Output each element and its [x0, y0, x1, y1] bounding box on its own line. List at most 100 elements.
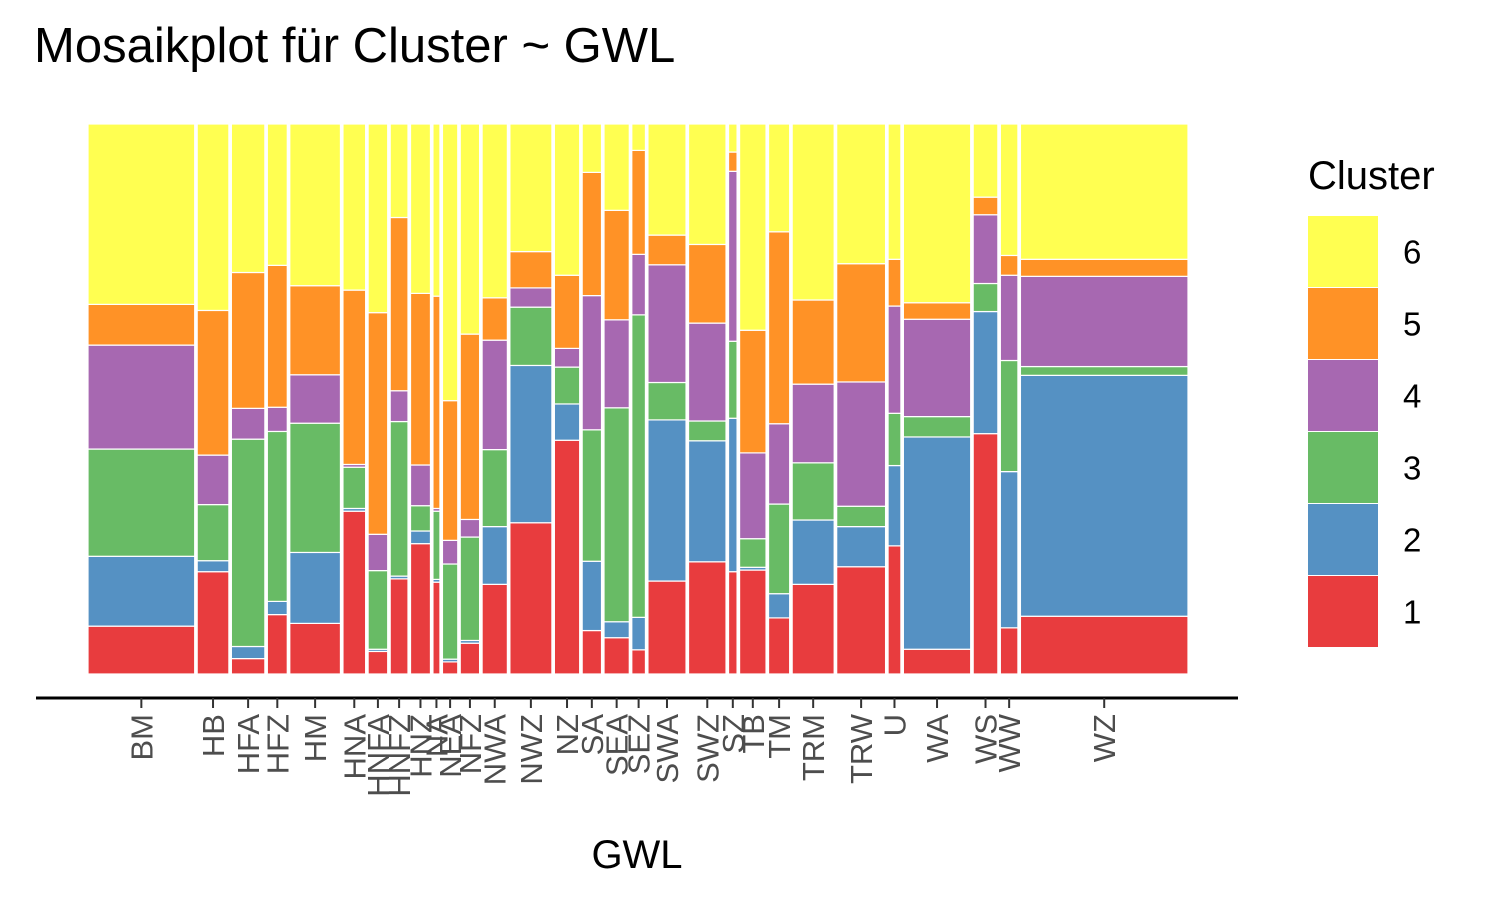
tile-BM-cluster-6	[87, 123, 196, 305]
tile-HFA-cluster-2	[230, 645, 266, 660]
tile-SEA-cluster-6	[603, 123, 630, 211]
tile-TM-cluster-4	[767, 423, 791, 505]
tile-WZ-cluster-3	[1019, 365, 1189, 376]
tile-HB-cluster-4	[196, 454, 230, 506]
tile-HNA-cluster-5	[342, 289, 367, 466]
x-tick-label-WZ: WZ	[1087, 714, 1122, 762]
x-tick-label-HB: HB	[196, 714, 231, 757]
legend-label-2: 2	[1403, 522, 1421, 559]
tile-HNFA-cluster-3	[367, 569, 389, 650]
tile-NFZ-cluster-3	[459, 536, 481, 642]
mosaic-tiles	[87, 123, 1189, 675]
tile-WS-cluster-1	[972, 433, 999, 675]
legend-swatch-1	[1308, 576, 1378, 647]
legend-label-4: 4	[1403, 378, 1421, 415]
tile-BM-cluster-5	[87, 303, 196, 346]
tile-HB-cluster-5	[196, 309, 230, 456]
tile-HM-cluster-2	[289, 551, 342, 625]
tile-NWA-cluster-4	[481, 339, 508, 451]
x-tick-label-HFZ: HFZ	[260, 714, 295, 774]
tile-SEA-cluster-4	[603, 319, 630, 409]
x-tick-label-NFZ: NFZ	[453, 714, 488, 774]
tile-SA-cluster-5	[581, 171, 603, 297]
tile-HNFZ-cluster-5	[389, 216, 409, 392]
tile-SWZ-cluster-4	[687, 322, 727, 422]
tile-WZ-cluster-6	[1019, 123, 1189, 260]
x-tick-label-SZ: SZ	[716, 714, 751, 754]
tile-HNA-cluster-6	[342, 123, 367, 291]
legend-swatch-3	[1308, 432, 1378, 503]
tile-NWZ-cluster-3	[509, 306, 553, 367]
tile-HB-cluster-2	[196, 560, 230, 573]
tile-SEZ-cluster-5	[631, 149, 647, 255]
legend-label-1: 1	[1403, 594, 1421, 631]
tile-SWA-cluster-5	[647, 234, 687, 266]
chart-title: Mosaikplot für Cluster ~ GWL	[34, 19, 676, 73]
x-tick-label-HNFZ: HNFZ	[382, 714, 417, 797]
tile-NFZ-cluster-6	[459, 123, 481, 335]
tile-HFA-cluster-5	[230, 271, 266, 409]
tile-SA-cluster-1	[581, 629, 603, 675]
tile-SWA-cluster-2	[647, 419, 687, 582]
tile-SEZ-cluster-2	[631, 616, 647, 651]
tile-WW-cluster-2	[999, 471, 1019, 629]
tile-NWZ-cluster-2	[509, 364, 553, 524]
tile-U-cluster-2	[887, 464, 902, 547]
tile-SEZ-cluster-6	[631, 123, 647, 151]
tile-HM-cluster-5	[289, 285, 342, 376]
legend-swatch-5	[1308, 288, 1378, 359]
x-tick-label-TM: TM	[762, 714, 797, 759]
tile-U-cluster-5	[887, 258, 902, 307]
tile-NA-cluster-6	[432, 123, 441, 297]
tile-NFZ-cluster-4	[459, 518, 481, 538]
tile-HNFA-cluster-6	[367, 123, 389, 314]
tile-WW-cluster-4	[999, 274, 1019, 362]
tile-TB-cluster-5	[738, 329, 767, 454]
tile-HNA-cluster-1	[342, 510, 367, 675]
tile-BM-cluster-1	[87, 625, 196, 675]
tile-TRW-cluster-4	[836, 381, 887, 507]
tile-NFZ-cluster-5	[459, 333, 481, 521]
tile-TB-cluster-1	[738, 569, 767, 675]
tile-HNZ-cluster-1	[409, 543, 432, 675]
tile-SZ-cluster-3	[727, 340, 738, 419]
tile-TB-cluster-3	[738, 538, 767, 568]
tile-TRW-cluster-5	[836, 263, 887, 383]
tile-TM-cluster-2	[767, 593, 791, 619]
legend-title: Cluster	[1308, 154, 1435, 198]
tile-NA-cluster-1	[432, 581, 441, 675]
x-tick-label-SEZ: SEZ	[622, 714, 657, 774]
x-axis-title: GWL	[591, 833, 682, 877]
tile-WA-cluster-5	[902, 302, 972, 320]
tile-TB-cluster-4	[738, 452, 767, 540]
x-tick-label-SEA: SEA	[600, 714, 635, 776]
tile-SZ-cluster-1	[727, 571, 738, 675]
tile-HFZ-cluster-6	[266, 123, 288, 266]
tile-HFZ-cluster-2	[266, 600, 288, 616]
tile-HFA-cluster-3	[230, 438, 266, 648]
tile-SZ-cluster-4	[727, 170, 738, 342]
tile-NWA-cluster-5	[481, 297, 508, 341]
tile-SA-cluster-4	[581, 295, 603, 431]
tile-NZ-cluster-6	[553, 123, 581, 276]
tile-NWA-cluster-3	[481, 449, 508, 528]
tile-HNFZ-cluster-6	[389, 123, 409, 219]
tile-TM-cluster-3	[767, 503, 791, 595]
tile-SWZ-cluster-6	[687, 123, 727, 246]
x-axis-ticks	[140, 698, 1106, 708]
tile-WW-cluster-6	[999, 123, 1019, 257]
tile-NZ-cluster-3	[553, 366, 581, 405]
tile-U-cluster-6	[887, 123, 902, 260]
tile-TB-cluster-6	[738, 123, 767, 331]
tile-BM-cluster-2	[87, 555, 196, 627]
tile-NWA-cluster-1	[481, 583, 508, 675]
legend-label-5: 5	[1403, 306, 1421, 343]
tile-TRW-cluster-3	[836, 505, 887, 528]
x-tick-label-TB: TB	[736, 714, 771, 754]
tile-NEA-cluster-6	[441, 123, 459, 402]
tile-WW-cluster-1	[999, 627, 1019, 675]
tile-TRM-cluster-4	[791, 383, 835, 464]
tile-NZ-cluster-4	[553, 347, 581, 368]
tile-SA-cluster-3	[581, 429, 603, 562]
